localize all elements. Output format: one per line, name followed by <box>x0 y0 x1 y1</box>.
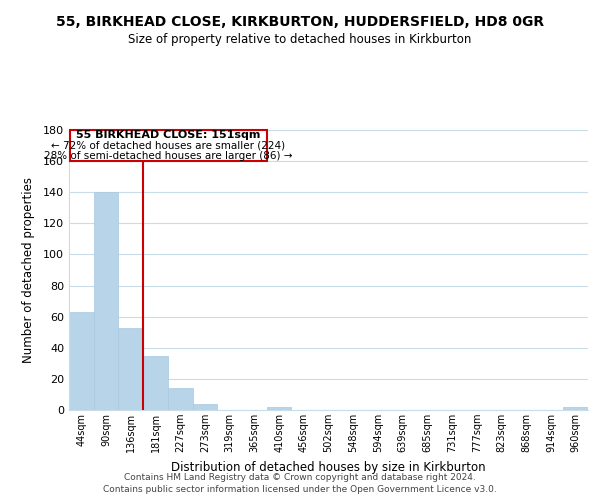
Text: 55, BIRKHEAD CLOSE, KIRKBURTON, HUDDERSFIELD, HD8 0GR: 55, BIRKHEAD CLOSE, KIRKBURTON, HUDDERSF… <box>56 15 544 29</box>
Y-axis label: Number of detached properties: Number of detached properties <box>22 177 35 363</box>
Bar <box>94 192 118 410</box>
Text: 28% of semi-detached houses are larger (86) →: 28% of semi-detached houses are larger (… <box>44 150 293 160</box>
Text: 55 BIRKHEAD CLOSE: 151sqm: 55 BIRKHEAD CLOSE: 151sqm <box>76 130 260 140</box>
FancyBboxPatch shape <box>70 130 267 161</box>
Bar <box>563 407 588 410</box>
Bar <box>267 407 292 410</box>
X-axis label: Distribution of detached houses by size in Kirkburton: Distribution of detached houses by size … <box>171 460 486 473</box>
Text: Size of property relative to detached houses in Kirkburton: Size of property relative to detached ho… <box>128 32 472 46</box>
Bar <box>168 388 193 410</box>
Bar <box>193 404 217 410</box>
Text: Contains HM Land Registry data © Crown copyright and database right 2024.: Contains HM Land Registry data © Crown c… <box>124 474 476 482</box>
Text: Contains public sector information licensed under the Open Government Licence v3: Contains public sector information licen… <box>103 485 497 494</box>
Bar <box>118 328 143 410</box>
Text: ← 72% of detached houses are smaller (224): ← 72% of detached houses are smaller (22… <box>52 140 286 150</box>
Bar <box>69 312 94 410</box>
Bar <box>143 356 168 410</box>
